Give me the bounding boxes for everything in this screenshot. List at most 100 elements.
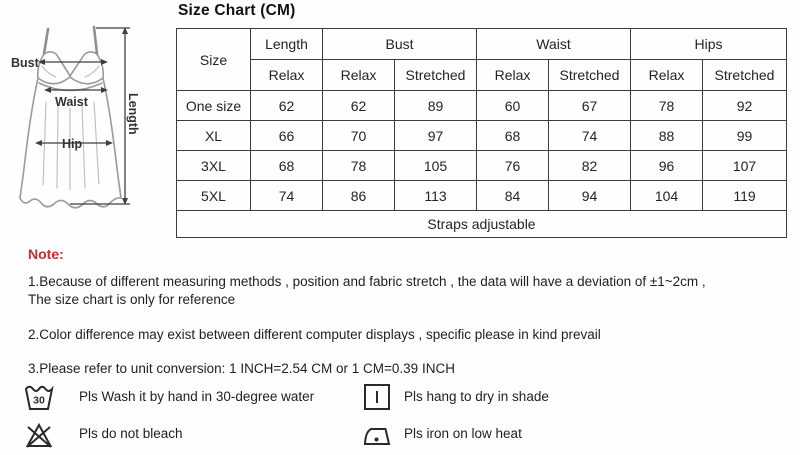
note-heading: Note: <box>28 246 64 262</box>
cup-bottoms <box>37 75 104 85</box>
col-header-size: Size <box>176 28 251 91</box>
table-row: One size 62 62 89 60 67 78 92 <box>176 90 787 121</box>
size-cell: 5XL <box>176 180 251 211</box>
col-header-bust: Bust <box>322 28 477 60</box>
value-cell: 96 <box>630 150 703 181</box>
value-cell: 107 <box>702 150 787 181</box>
col-header-hips: Hips <box>630 28 787 60</box>
subheader-bust-relax: Relax <box>322 59 395 91</box>
note-item-unit-conversion: 3.Please refer to unit conversion: 1 INC… <box>28 361 455 376</box>
table-row: XL 66 70 97 68 74 88 99 <box>176 120 787 151</box>
value-cell: 74 <box>250 180 323 211</box>
subheader-bust-stretched: Stretched <box>394 59 477 91</box>
hip-label: Hip <box>62 137 83 151</box>
arrowhead-icon <box>122 198 128 205</box>
care-label: Pls iron on low heat <box>404 426 522 441</box>
left-strap <box>42 27 50 56</box>
care-item-hang-dry: Pls hang to dry in shade <box>362 380 764 413</box>
value-cell: 92 <box>702 90 787 121</box>
value-cell: 82 <box>548 150 631 181</box>
care-item-wash: 30 Pls Wash it by hand in 30-degree wate… <box>24 380 362 413</box>
hem <box>19 197 122 209</box>
dress-sketch: Bust Waist Hip Length <box>11 25 140 209</box>
care-instructions: 30 Pls Wash it by hand in 30-degree wate… <box>24 380 764 450</box>
arrowhead-icon <box>44 87 51 93</box>
value-cell: 89 <box>394 90 477 121</box>
value-cell: 74 <box>548 120 631 151</box>
left-bodice-edge <box>36 53 45 79</box>
size-cell: 3XL <box>176 150 251 181</box>
arrowhead-icon <box>35 140 42 146</box>
value-cell: 119 <box>702 180 787 211</box>
value-cell: 113 <box>394 180 477 211</box>
value-cell: 68 <box>250 150 323 181</box>
drape-line <box>93 101 100 185</box>
value-cell: 84 <box>476 180 549 211</box>
value-cell: 88 <box>630 120 703 151</box>
no-bleach-icon <box>25 422 53 448</box>
wash-30-icon: 30 <box>24 385 54 410</box>
value-cell: 78 <box>630 90 703 121</box>
drape-line <box>42 101 47 186</box>
value-cell: 86 <box>322 180 395 211</box>
value-cell: 94 <box>548 180 631 211</box>
note-item-color-difference: 2.Color difference may exist between dif… <box>28 327 601 342</box>
arrowhead-icon <box>122 27 128 34</box>
subheader-waist-relax: Relax <box>476 59 549 91</box>
value-cell: 97 <box>394 120 477 151</box>
subheader-length-relax: Relax <box>250 59 323 91</box>
subheader-hips-stretched: Stretched <box>702 59 787 91</box>
col-header-length: Length <box>250 28 323 60</box>
left-cup-detail <box>41 65 57 78</box>
notes-section: Note: 1.Because of different measuring m… <box>28 246 792 378</box>
dress-measurement-diagram: Bust Waist Hip Length <box>8 20 168 218</box>
table-footer-row: Straps adjustable <box>176 210 787 238</box>
care-label: Pls hang to dry in shade <box>404 389 549 404</box>
right-skirt-edge <box>102 77 122 199</box>
size-cell: One size <box>176 90 251 121</box>
left-skirt-edge <box>19 77 39 199</box>
iron-low-icon <box>363 427 391 445</box>
value-cell: 68 <box>476 120 549 151</box>
table-row: 3XL 68 78 105 76 82 96 107 <box>176 150 787 181</box>
value-cell: 60 <box>476 90 549 121</box>
right-cup-detail <box>84 65 100 78</box>
subheader-hips-relax: Relax <box>630 59 703 91</box>
arrowhead-icon <box>38 59 45 65</box>
size-cell: XL <box>176 120 251 151</box>
right-bodice-edge <box>96 53 105 79</box>
care-label: Pls Wash it by hand in 30-degree water <box>79 389 315 404</box>
value-cell: 76 <box>476 150 549 181</box>
right-cup <box>69 51 98 77</box>
svg-text:30: 30 <box>33 394 45 406</box>
value-cell: 66 <box>250 120 323 151</box>
value-cell: 62 <box>322 90 395 121</box>
care-label: Pls do not bleach <box>79 426 183 441</box>
table-row: 5XL 74 86 113 84 94 104 119 <box>176 180 787 211</box>
arrowhead-icon <box>101 59 108 65</box>
care-item-no-bleach: Pls do not bleach <box>24 417 362 450</box>
subheader-waist-stretched: Stretched <box>548 59 631 91</box>
arrowhead-icon <box>101 87 108 93</box>
left-cup <box>43 51 71 77</box>
value-cell: 99 <box>702 120 787 151</box>
hang-dry-icon <box>364 383 390 410</box>
size-chart-table: Size Length Bust Waist Hips Relax Relax … <box>176 28 787 238</box>
drape-line <box>81 105 86 189</box>
length-label: Length <box>126 93 140 135</box>
bust-label: Bust <box>11 56 40 70</box>
waist-label: Waist <box>55 95 89 109</box>
page-title: Size Chart (CM) <box>178 2 296 19</box>
value-cell: 62 <box>250 90 323 121</box>
value-cell: 70 <box>322 120 395 151</box>
straps-note-cell: Straps adjustable <box>176 210 787 238</box>
value-cell: 67 <box>548 90 631 121</box>
care-item-iron: Pls iron on low heat <box>362 417 764 450</box>
right-strap <box>92 25 99 56</box>
col-header-waist: Waist <box>476 28 631 60</box>
value-cell: 104 <box>630 180 703 211</box>
arrowhead-icon <box>106 140 113 146</box>
note-item-deviation: 1.Because of different measuring methods… <box>28 274 706 307</box>
value-cell: 78 <box>322 150 395 181</box>
